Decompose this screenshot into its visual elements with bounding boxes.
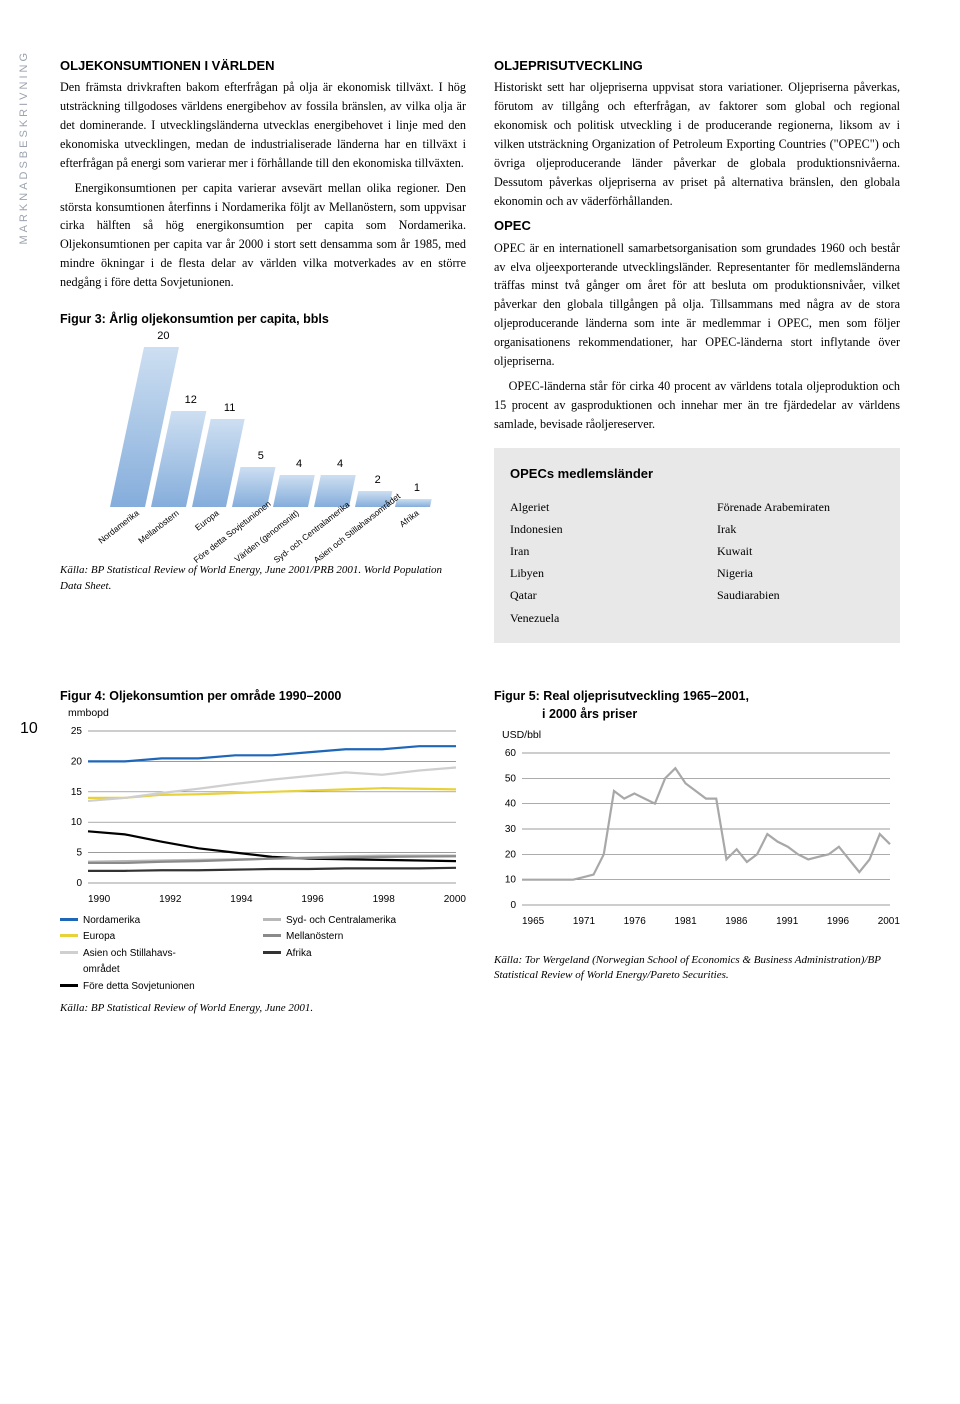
member-country: Irak bbox=[717, 518, 884, 540]
right-heading-2: OPEC bbox=[494, 216, 900, 236]
svg-text:15: 15 bbox=[71, 787, 83, 798]
fig3-title: Figur 3: Årlig oljekonsumtion per capita… bbox=[60, 310, 466, 329]
legend-swatch bbox=[263, 918, 281, 921]
right-heading-1: OLJEPRISUTVECKLING bbox=[494, 56, 900, 76]
member-country: Algeriet bbox=[510, 496, 677, 518]
fig4-xticks: 1990 1992 1994 1996 1998 2000 bbox=[60, 894, 466, 905]
x-tick: 1976 bbox=[624, 916, 646, 927]
fig4-container: Figur 4: Oljekonsumtion per område 1990–… bbox=[60, 671, 466, 1017]
x-tick: 2001 bbox=[878, 916, 900, 927]
side-label: MARKNADSBESKRIVNING bbox=[18, 50, 30, 245]
bar-value: 12 bbox=[185, 392, 197, 409]
fig5-subtitle: i 2000 års priser bbox=[494, 707, 900, 721]
svg-text:0: 0 bbox=[76, 878, 82, 887]
x-tick: 1965 bbox=[522, 916, 544, 927]
x-tick: 1998 bbox=[373, 894, 395, 905]
fig4-title: Figur 4: Oljekonsumtion per område 1990–… bbox=[60, 689, 466, 703]
x-tick: 1971 bbox=[573, 916, 595, 927]
legend-label: Syd- och Centralamerika bbox=[286, 913, 396, 930]
bar-value: 1 bbox=[413, 480, 419, 497]
fig4-chart: 0 5 10 15 20 25 bbox=[60, 727, 466, 887]
right-para-3: OPEC-länderna står för cirka 40 procent … bbox=[494, 377, 900, 434]
x-tick: 1991 bbox=[776, 916, 798, 927]
svg-text:5: 5 bbox=[76, 847, 82, 858]
svg-text:10: 10 bbox=[505, 875, 517, 886]
fig4-axis-label: mmbopd bbox=[68, 707, 466, 719]
x-tick: 1992 bbox=[159, 894, 181, 905]
x-tick: 1990 bbox=[88, 894, 110, 905]
bar-value: 5 bbox=[257, 448, 263, 465]
bar-value: 4 bbox=[337, 456, 343, 473]
main-columns: OLJEKONSUMTIONEN I VÄRLDEN Den främsta d… bbox=[60, 50, 900, 643]
member-country: Förenade Arabemiraten bbox=[717, 496, 884, 518]
x-tick: 1981 bbox=[674, 916, 696, 927]
svg-text:20: 20 bbox=[71, 756, 83, 767]
legend-swatch bbox=[263, 951, 281, 954]
x-tick: 2000 bbox=[444, 894, 466, 905]
x-tick: 1996 bbox=[301, 894, 323, 905]
left-heading-1: OLJEKONSUMTIONEN I VÄRLDEN bbox=[60, 56, 466, 76]
right-para-1: Historiskt sett har oljepriserna uppvisa… bbox=[494, 78, 900, 210]
bottom-figures-row: Figur 4: Oljekonsumtion per område 1990–… bbox=[60, 671, 900, 1017]
legend-label: Före detta Sovjetunionen bbox=[83, 979, 195, 996]
bar-value: 20 bbox=[157, 328, 169, 345]
svg-text:30: 30 bbox=[505, 824, 517, 835]
legend-label: Europa bbox=[83, 929, 115, 946]
svg-text:0: 0 bbox=[510, 900, 516, 909]
fig4-source: Källa: BP Statistical Review of World En… bbox=[60, 1001, 466, 1016]
svg-text:25: 25 bbox=[71, 727, 83, 737]
member-country: Libyen bbox=[510, 562, 677, 584]
legend-label: Asien och Stillahavs- området bbox=[83, 946, 176, 979]
x-tick: 1996 bbox=[827, 916, 849, 927]
member-country: Iran bbox=[510, 540, 677, 562]
fig5-source: Källa: Tor Wergeland (Norwegian School o… bbox=[494, 953, 900, 984]
member-country: Indonesien bbox=[510, 518, 677, 540]
legend-swatch bbox=[60, 984, 78, 987]
member-country: Venezuela bbox=[510, 607, 677, 629]
legend-swatch bbox=[60, 951, 78, 954]
right-column: OLJEPRISUTVECKLING Historiskt sett har o… bbox=[494, 50, 900, 643]
fig4-legend: Nordamerika Syd- och Centralamerika Europa… bbox=[60, 913, 466, 996]
x-tick: 1994 bbox=[230, 894, 252, 905]
fig3-source: Källa: BP Statistical Review of World En… bbox=[60, 563, 466, 594]
member-country: Nigeria bbox=[717, 562, 884, 584]
bar bbox=[273, 475, 315, 507]
x-tick: 1986 bbox=[725, 916, 747, 927]
fig5-axis-label: USD/bbl bbox=[502, 729, 900, 741]
right-para-2: OPEC är en internationell samarbetsorgan… bbox=[494, 239, 900, 371]
legend-label: Mellanöstern bbox=[286, 929, 343, 946]
svg-text:10: 10 bbox=[71, 817, 83, 828]
member-country: Saudiarabien bbox=[717, 584, 884, 606]
member-country: Qatar bbox=[510, 584, 677, 606]
legend-label: Afrika bbox=[286, 946, 312, 963]
bar-value: 4 bbox=[296, 456, 302, 473]
bar-label: Nordamerika bbox=[71, 507, 142, 567]
fig3-chart: 20121154421NordamerikaMellanösternEuropa… bbox=[60, 337, 466, 557]
members-title: OPECs medlemsländer bbox=[510, 462, 884, 486]
fig5-title: Figur 5: Real oljeprisutveckling 1965–20… bbox=[494, 689, 900, 703]
left-para-2: Energikonsumtionen per capita varierar a… bbox=[60, 179, 466, 292]
legend-swatch bbox=[60, 934, 78, 937]
members-box: OPECs medlemsländer AlgerietIndonesienIr… bbox=[494, 448, 900, 643]
svg-text:50: 50 bbox=[505, 773, 517, 784]
svg-text:40: 40 bbox=[505, 799, 517, 810]
member-country: Kuwait bbox=[717, 540, 884, 562]
svg-text:60: 60 bbox=[505, 749, 517, 759]
svg-text:20: 20 bbox=[505, 849, 517, 860]
left-para-1: Den främsta drivkraften bakom efterfråga… bbox=[60, 78, 466, 173]
page-number: 10 bbox=[20, 720, 38, 738]
bar-value: 2 bbox=[374, 472, 380, 489]
left-column: OLJEKONSUMTIONEN I VÄRLDEN Den främsta d… bbox=[60, 50, 466, 643]
legend-swatch bbox=[263, 934, 281, 937]
members-grid: AlgerietIndonesienIranLibyenQatarVenezue… bbox=[510, 496, 884, 629]
fig5-container: Figur 5: Real oljeprisutveckling 1965–20… bbox=[494, 671, 900, 1017]
bar-value: 11 bbox=[224, 400, 235, 417]
legend-label: Nordamerika bbox=[83, 913, 140, 930]
legend-swatch bbox=[60, 918, 78, 921]
fig5-xticks: 1965 1971 1976 1981 1986 1991 1996 2001 bbox=[494, 916, 900, 927]
fig5-chart: 0 10 20 30 40 50 60 bbox=[494, 749, 900, 909]
